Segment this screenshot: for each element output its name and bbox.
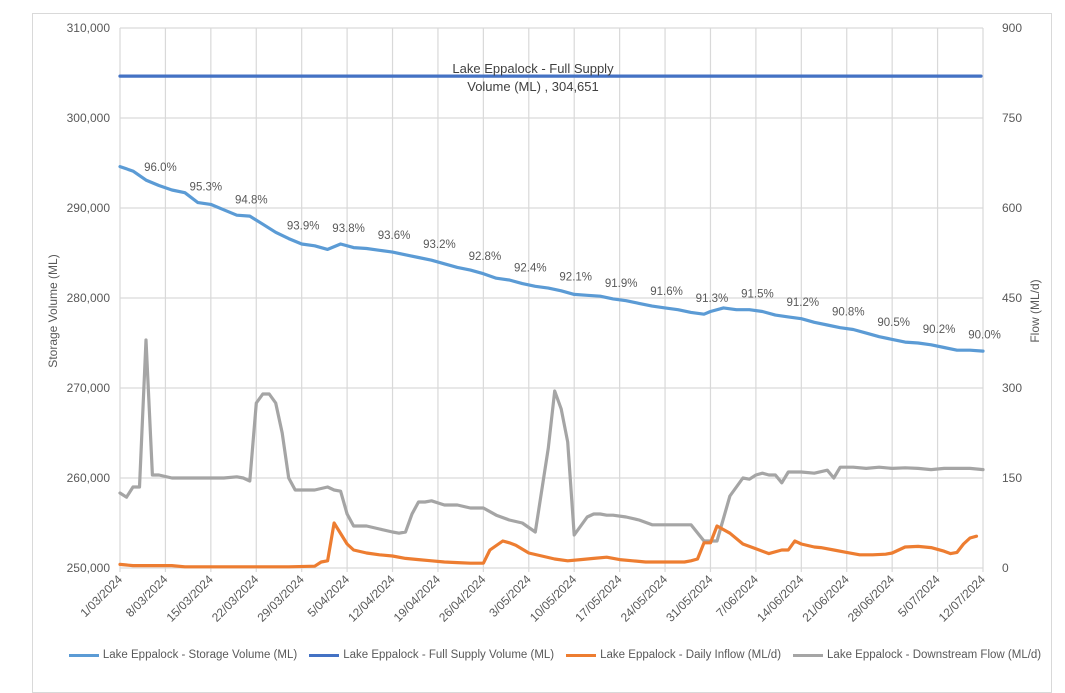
left-axis-tick-label: 280,000 (67, 291, 111, 305)
left-axis-ticks: 250,000 260,000 270,000 280,000 290,000 300,0… (67, 21, 111, 575)
full-supply-annotation-line1: Lake Eppalock - Full Supply (452, 61, 614, 76)
legend-swatch-icon (793, 653, 824, 657)
right-axis-tick-label: 150 (1002, 471, 1022, 485)
x-axis-tick-label: 28/06/2024 (845, 572, 898, 625)
legend-item-storage-volume[interactable]: Lake Eppalock - Storage Volume (ML) (68, 649, 298, 661)
x-axis-tick-label: 26/04/2024 (436, 572, 489, 625)
percent-label: 90.5% (877, 317, 910, 329)
series-line[interactable] (118, 338, 985, 543)
x-axis-ticks: 1/03/20248/03/202415/03/202422/03/202429… (77, 572, 988, 625)
x-axis-tick-label: 10/05/2024 (527, 572, 580, 625)
percent-label: 95.3% (190, 182, 223, 194)
left-axis-tick-label: 260,000 (67, 471, 111, 485)
legend-label: Lake Eppalock - Downstream Flow (ML/d) (827, 649, 1042, 661)
percent-label: 90.2% (923, 324, 956, 336)
percent-label: 96.0% (144, 162, 177, 174)
legend-label: Lake Eppalock - Daily Inflow (ML/d) (600, 649, 782, 661)
percent-label: 92.4% (514, 263, 547, 275)
legend-item-downstream-flow[interactable]: Lake Eppalock - Downstream Flow (ML/d) (793, 649, 1041, 661)
series-lines (118, 74, 985, 569)
percent-label: 92.8% (469, 251, 502, 263)
percent-label: 91.6% (650, 286, 683, 298)
right-axis-title: Flow (ML/d) (1028, 279, 1042, 342)
legend-label: Lake Eppalock - Full Supply Volume (ML) (343, 649, 555, 661)
percent-label: 90.8% (832, 307, 865, 319)
x-axis-tick-label: 22/03/2024 (209, 572, 262, 625)
left-axis-tick-label: 270,000 (67, 381, 111, 395)
percent-label: 90.0% (968, 330, 1001, 342)
x-axis-tick-label: 19/04/2024 (391, 572, 444, 625)
legend-item-daily-inflow[interactable]: Lake Eppalock - Daily Inflow (ML/d) (566, 649, 781, 661)
percent-label: 93.8% (332, 223, 365, 235)
right-axis-tick-label: 0 (1002, 561, 1009, 575)
percent-label: 91.2% (787, 297, 820, 309)
legend-label: Lake Eppalock - Storage Volume (ML) (102, 649, 298, 661)
x-axis-tick-label: 12/04/2024 (345, 572, 398, 625)
series-line[interactable] (118, 521, 979, 569)
series-line[interactable] (118, 165, 985, 353)
chart-legend: Lake Eppalock - Storage Volume (ML) Lake… (68, 649, 1041, 661)
left-axis-tick-label: 250,000 (67, 561, 111, 575)
right-axis-tick-label: 450 (1002, 291, 1022, 305)
left-axis-tick-label: 290,000 (67, 201, 111, 215)
right-axis-tick-label: 300 (1002, 381, 1022, 395)
percent-label: 92.1% (559, 272, 592, 284)
right-axis-tick-label: 900 (1002, 21, 1022, 35)
x-axis-tick-label: 21/06/2024 (799, 572, 852, 625)
right-axis-tick-label: 600 (1002, 201, 1022, 215)
x-axis-tick-label: 14/06/2024 (754, 572, 807, 625)
right-axis-ticks: 0 150 300 450 600 750 900 (1002, 21, 1022, 575)
x-axis-tick-label: 3/05/2024 (486, 572, 534, 620)
percent-label: 91.3% (696, 293, 729, 305)
x-axis-tick-label: 15/03/2024 (164, 572, 217, 625)
x-axis-tick-label: 12/07/2024 (936, 572, 989, 625)
legend-item-full-supply-volume[interactable]: Lake Eppalock - Full Supply Volume (ML) (309, 649, 554, 661)
percent-label: 93.9% (287, 220, 320, 232)
left-axis-tick-label: 300,000 (67, 111, 111, 125)
full-supply-annotation-line2: Volume (ML) , 304,651 (467, 79, 599, 94)
legend-swatch-icon (68, 653, 99, 657)
x-axis-tick-label: 1/03/2024 (77, 572, 125, 620)
percent-label: 91.9% (605, 278, 638, 290)
x-axis-tick-label: 5/07/2024 (895, 572, 943, 620)
x-axis-tick-label: 7/06/2024 (713, 572, 761, 620)
chart-plot: 250,000 260,000 270,000 280,000 290,000 300,0… (46, 21, 1042, 625)
x-axis-tick-label: 24/05/2024 (618, 572, 671, 625)
legend-swatch-icon (309, 653, 340, 657)
left-axis-title: Storage Volume (ML) (46, 254, 60, 367)
percent-label: 94.8% (235, 195, 268, 207)
gridlines (119, 27, 984, 572)
legend-swatch-icon (566, 653, 597, 657)
percent-labels: 96.0% 95.3% 94.8% 93.9% 93.8% 93.6% 93.2% 92.8%… (144, 162, 1001, 342)
x-axis-tick-label: 29/03/2024 (254, 572, 307, 625)
x-axis-tick-label: 17/05/2024 (572, 572, 625, 625)
x-axis-tick-label: 31/05/2024 (663, 572, 716, 625)
x-axis-tick-label: 8/03/2024 (123, 572, 171, 620)
right-axis-tick-label: 750 (1002, 111, 1022, 125)
percent-label: 91.5% (741, 289, 774, 301)
percent-label: 93.2% (423, 239, 456, 251)
x-axis-tick-label: 5/04/2024 (305, 572, 353, 620)
percent-label: 93.6% (378, 230, 411, 242)
left-axis-tick-label: 310,000 (67, 21, 111, 35)
